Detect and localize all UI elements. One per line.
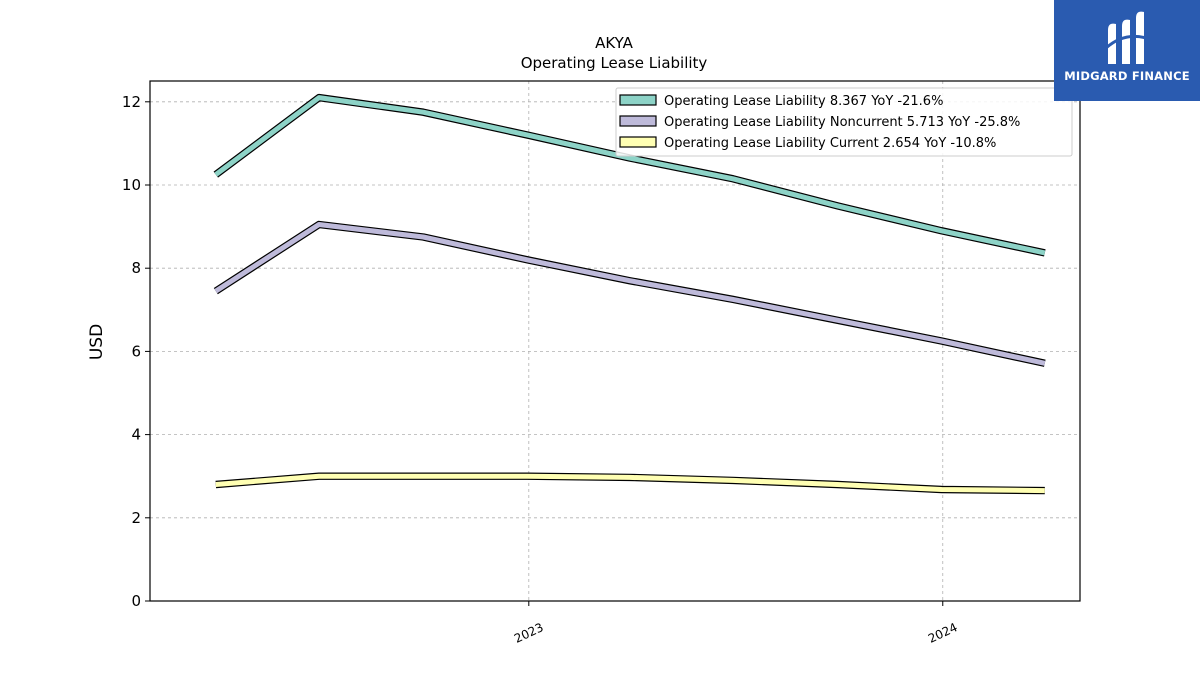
series-outline [213,220,1046,367]
chart-subtitle: Operating Lease Liability [521,54,708,72]
brand-logo-text: MIDGARD FINANCE [1064,69,1190,83]
y-tick-label: 6 [131,342,141,360]
legend-swatch [619,115,657,127]
series-group [213,93,1046,495]
series-line-2 [215,473,1045,494]
brand-logo: MIDGARD FINANCE [1054,0,1200,101]
y-tick-label: 4 [131,426,141,444]
legend: Operating Lease Liability 8.367 YoY -21.… [615,87,1073,157]
midgard-logo-icon [1105,11,1147,65]
y-tick-label: 0 [131,592,141,610]
y-axis-label: USD [87,324,107,360]
series-line-0 [214,95,1046,256]
x-tick-label: 2023 [512,620,546,646]
series-line-1 [214,222,1046,366]
plot-frame [149,80,1081,602]
legend-entry: Operating Lease Liability Current 2.654 … [664,136,996,151]
y-axis: 0 2 4 6 8 10 12 [122,93,150,610]
legend-entry: Operating Lease Liability 8.367 YoY -21.… [664,94,943,109]
legend-swatch [619,94,657,106]
legend-entry: Operating Lease Liability Noncurrent 5.7… [664,115,1020,130]
legend-box [615,87,1073,157]
x-tick-label: 2024 [926,620,960,646]
chart-title: AKYA [595,34,634,52]
legend-swatch [619,136,657,148]
x-axis: 2023 2024 [512,601,960,646]
y-tick-label: 10 [122,176,141,194]
y-tick-label: 12 [122,93,141,111]
y-tick-label: 2 [131,509,141,527]
y-tick-label: 8 [131,259,141,277]
